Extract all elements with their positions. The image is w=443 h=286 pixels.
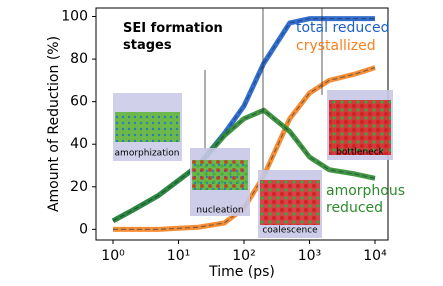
y-tick-label: 40 [70, 136, 88, 152]
inset-amorphization: amorphization [113, 93, 182, 161]
inset-bottleneck: bottleneck [327, 90, 393, 160]
x-tick-label: 10⁰ [101, 248, 125, 264]
x-axis-label: Time (ps) [208, 264, 275, 280]
chart-title: SEI formation stages [123, 21, 223, 53]
inset-coalescence: coalescence [258, 170, 322, 238]
y-tick-label: 100 [61, 9, 88, 25]
series-line-dashed [112, 109, 376, 222]
stage-label: bottleneck [336, 148, 385, 158]
y-tick-label: 60 [70, 94, 88, 110]
y-tick-label: 20 [70, 179, 88, 195]
series-label: amorphous reduced [326, 183, 406, 216]
stage-label: amorphization [115, 149, 180, 159]
y-tick-label: 80 [70, 51, 88, 67]
x-tick-label: 10¹ [167, 248, 190, 264]
y-tick-label: 0 [79, 221, 88, 237]
stage-label: nucleation [196, 206, 243, 216]
x-tick-label: 10⁴ [363, 248, 387, 264]
stage-label: coalescence [262, 226, 318, 236]
inset-nucleation: nucleation [190, 148, 250, 216]
x-tick-label: 10³ [298, 248, 321, 264]
series-label: crystallized [296, 38, 376, 54]
y-axis-label: Amount of Reduction (%) [46, 36, 62, 212]
x-tick-label: 10² [232, 248, 255, 264]
series-label: total reduced [296, 20, 390, 36]
